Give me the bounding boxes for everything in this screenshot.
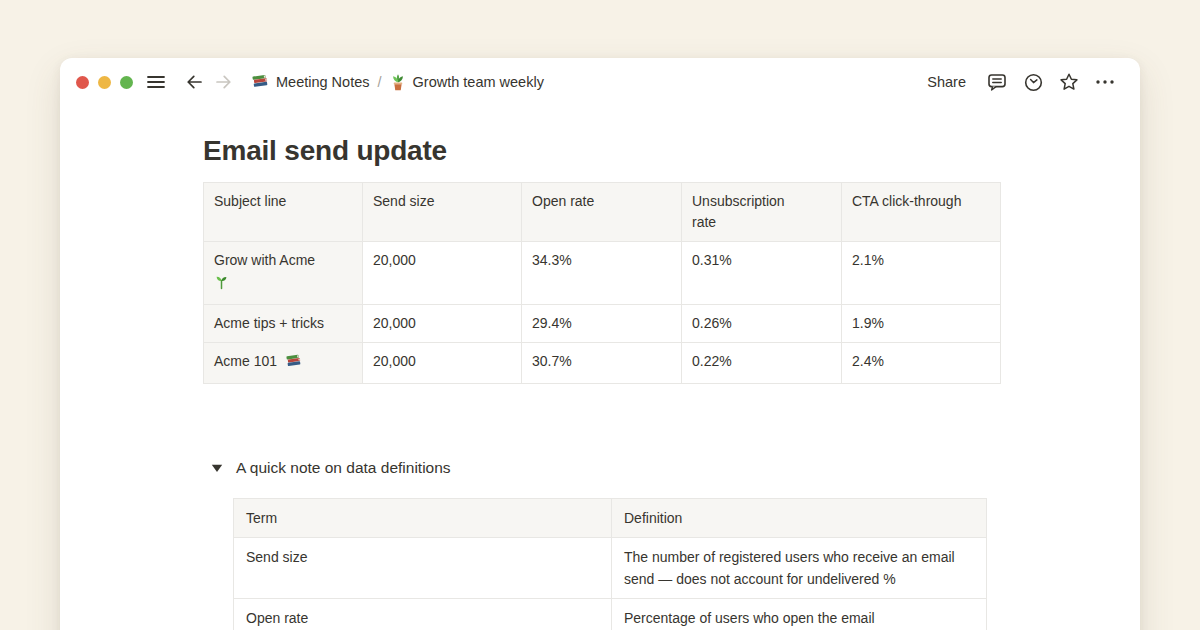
notion-window: Meeting Notes / Growth team weekly Share xyxy=(60,58,1140,630)
favorite-button[interactable] xyxy=(1056,69,1082,95)
cell-subject[interactable]: Acme tips + tricks xyxy=(204,305,363,343)
minimize-button[interactable] xyxy=(98,76,111,89)
ellipsis-icon xyxy=(1095,79,1115,85)
forward-button[interactable] xyxy=(211,69,237,95)
breadcrumb-page-label: Growth team weekly xyxy=(413,74,544,90)
cell-definition[interactable]: The number of registered users who recei… xyxy=(612,538,987,599)
topbar-actions: Share xyxy=(919,69,1118,95)
updates-button[interactable] xyxy=(1020,69,1046,95)
header-term[interactable]: Term xyxy=(234,499,612,538)
table-row: Acme 101 20,000 30.7% 0.22% 2.4% xyxy=(204,343,1001,384)
cell-unsubscription-rate[interactable]: 0.22% xyxy=(682,343,842,384)
cell-unsubscription-rate[interactable]: 0.26% xyxy=(682,305,842,343)
comments-button[interactable] xyxy=(984,69,1010,95)
sidebar-menu-button[interactable] xyxy=(143,69,169,95)
breadcrumb-separator: / xyxy=(376,74,384,90)
cell-cta-click-through[interactable]: 2.1% xyxy=(842,242,1001,305)
page-title[interactable]: Email send update xyxy=(203,132,1000,170)
star-icon xyxy=(1058,71,1080,93)
books-icon xyxy=(285,354,302,375)
triangle-down-icon[interactable] xyxy=(205,463,229,473)
header-send-size[interactable]: Send size xyxy=(363,183,522,242)
cell-cta-click-through[interactable]: 2.4% xyxy=(842,343,1001,384)
potted-plant-icon xyxy=(390,73,406,91)
definitions-table-wrapper: Term Definition Send size The number of … xyxy=(233,498,1000,630)
cell-send-size[interactable]: 20,000 xyxy=(363,305,522,343)
table-row: Send size The number of registered users… xyxy=(234,538,987,599)
traffic-lights xyxy=(76,76,133,89)
table-row: Grow with Acme 20,000 34.3% 0.31% 2.1% xyxy=(204,242,1001,305)
close-button[interactable] xyxy=(76,76,89,89)
header-cta-click-through[interactable]: CTA click-through xyxy=(842,183,1001,242)
table-header-row: Subject line Send size Open rate Unsubsc… xyxy=(204,183,1001,242)
cell-definition[interactable]: Percentage of users who open the email xyxy=(612,599,987,630)
toggle-label: A quick note on data definitions xyxy=(236,459,451,477)
comment-icon xyxy=(986,71,1008,93)
hamburger-icon xyxy=(147,75,165,89)
back-button[interactable] xyxy=(181,69,207,95)
books-icon xyxy=(251,74,269,90)
breadcrumb-meeting-notes[interactable]: Meeting Notes xyxy=(245,71,376,93)
forward-arrow-icon xyxy=(214,73,234,91)
cell-subject[interactable]: Grow with Acme xyxy=(204,242,363,305)
definitions-table: Term Definition Send size The number of … xyxy=(233,498,987,630)
zoom-button[interactable] xyxy=(120,76,133,89)
more-button[interactable] xyxy=(1092,69,1118,95)
breadcrumb: Meeting Notes / Growth team weekly xyxy=(245,70,550,94)
header-open-rate[interactable]: Open rate xyxy=(522,183,682,242)
cell-open-rate[interactable]: 30.7% xyxy=(522,343,682,384)
header-subject-line[interactable]: Subject line xyxy=(204,183,363,242)
email-metrics-table: Subject line Send size Open rate Unsubsc… xyxy=(203,182,1001,384)
header-definition[interactable]: Definition xyxy=(612,499,987,538)
breadcrumb-root-label: Meeting Notes xyxy=(276,74,370,90)
page-content: Email send update Subject line Send size… xyxy=(60,106,1000,630)
back-arrow-icon xyxy=(184,73,204,91)
toggle-data-definitions[interactable]: A quick note on data definitions xyxy=(203,456,1000,480)
window-topbar: Meeting Notes / Growth team weekly Share xyxy=(60,58,1140,106)
table-header-row: Term Definition xyxy=(234,499,987,538)
clock-icon xyxy=(1023,72,1044,93)
cell-open-rate[interactable]: 29.4% xyxy=(522,305,682,343)
share-button[interactable]: Share xyxy=(919,70,974,94)
cell-unsubscription-rate[interactable]: 0.31% xyxy=(682,242,842,305)
table-row: Open rate Percentage of users who open t… xyxy=(234,599,987,630)
breadcrumb-growth-team-weekly[interactable]: Growth team weekly xyxy=(384,70,550,94)
cell-term[interactable]: Send size xyxy=(234,538,612,599)
cell-term[interactable]: Open rate xyxy=(234,599,612,630)
cell-send-size[interactable]: 20,000 xyxy=(363,242,522,305)
seedling-icon xyxy=(214,271,352,296)
cell-cta-click-through[interactable]: 1.9% xyxy=(842,305,1001,343)
cell-subject[interactable]: Acme 101 xyxy=(204,343,363,384)
header-unsubscription-rate[interactable]: Unsubscription rate xyxy=(682,183,842,242)
cell-send-size[interactable]: 20,000 xyxy=(363,343,522,384)
table-row: Acme tips + tricks 20,000 29.4% 0.26% 1.… xyxy=(204,305,1001,343)
cell-open-rate[interactable]: 34.3% xyxy=(522,242,682,305)
